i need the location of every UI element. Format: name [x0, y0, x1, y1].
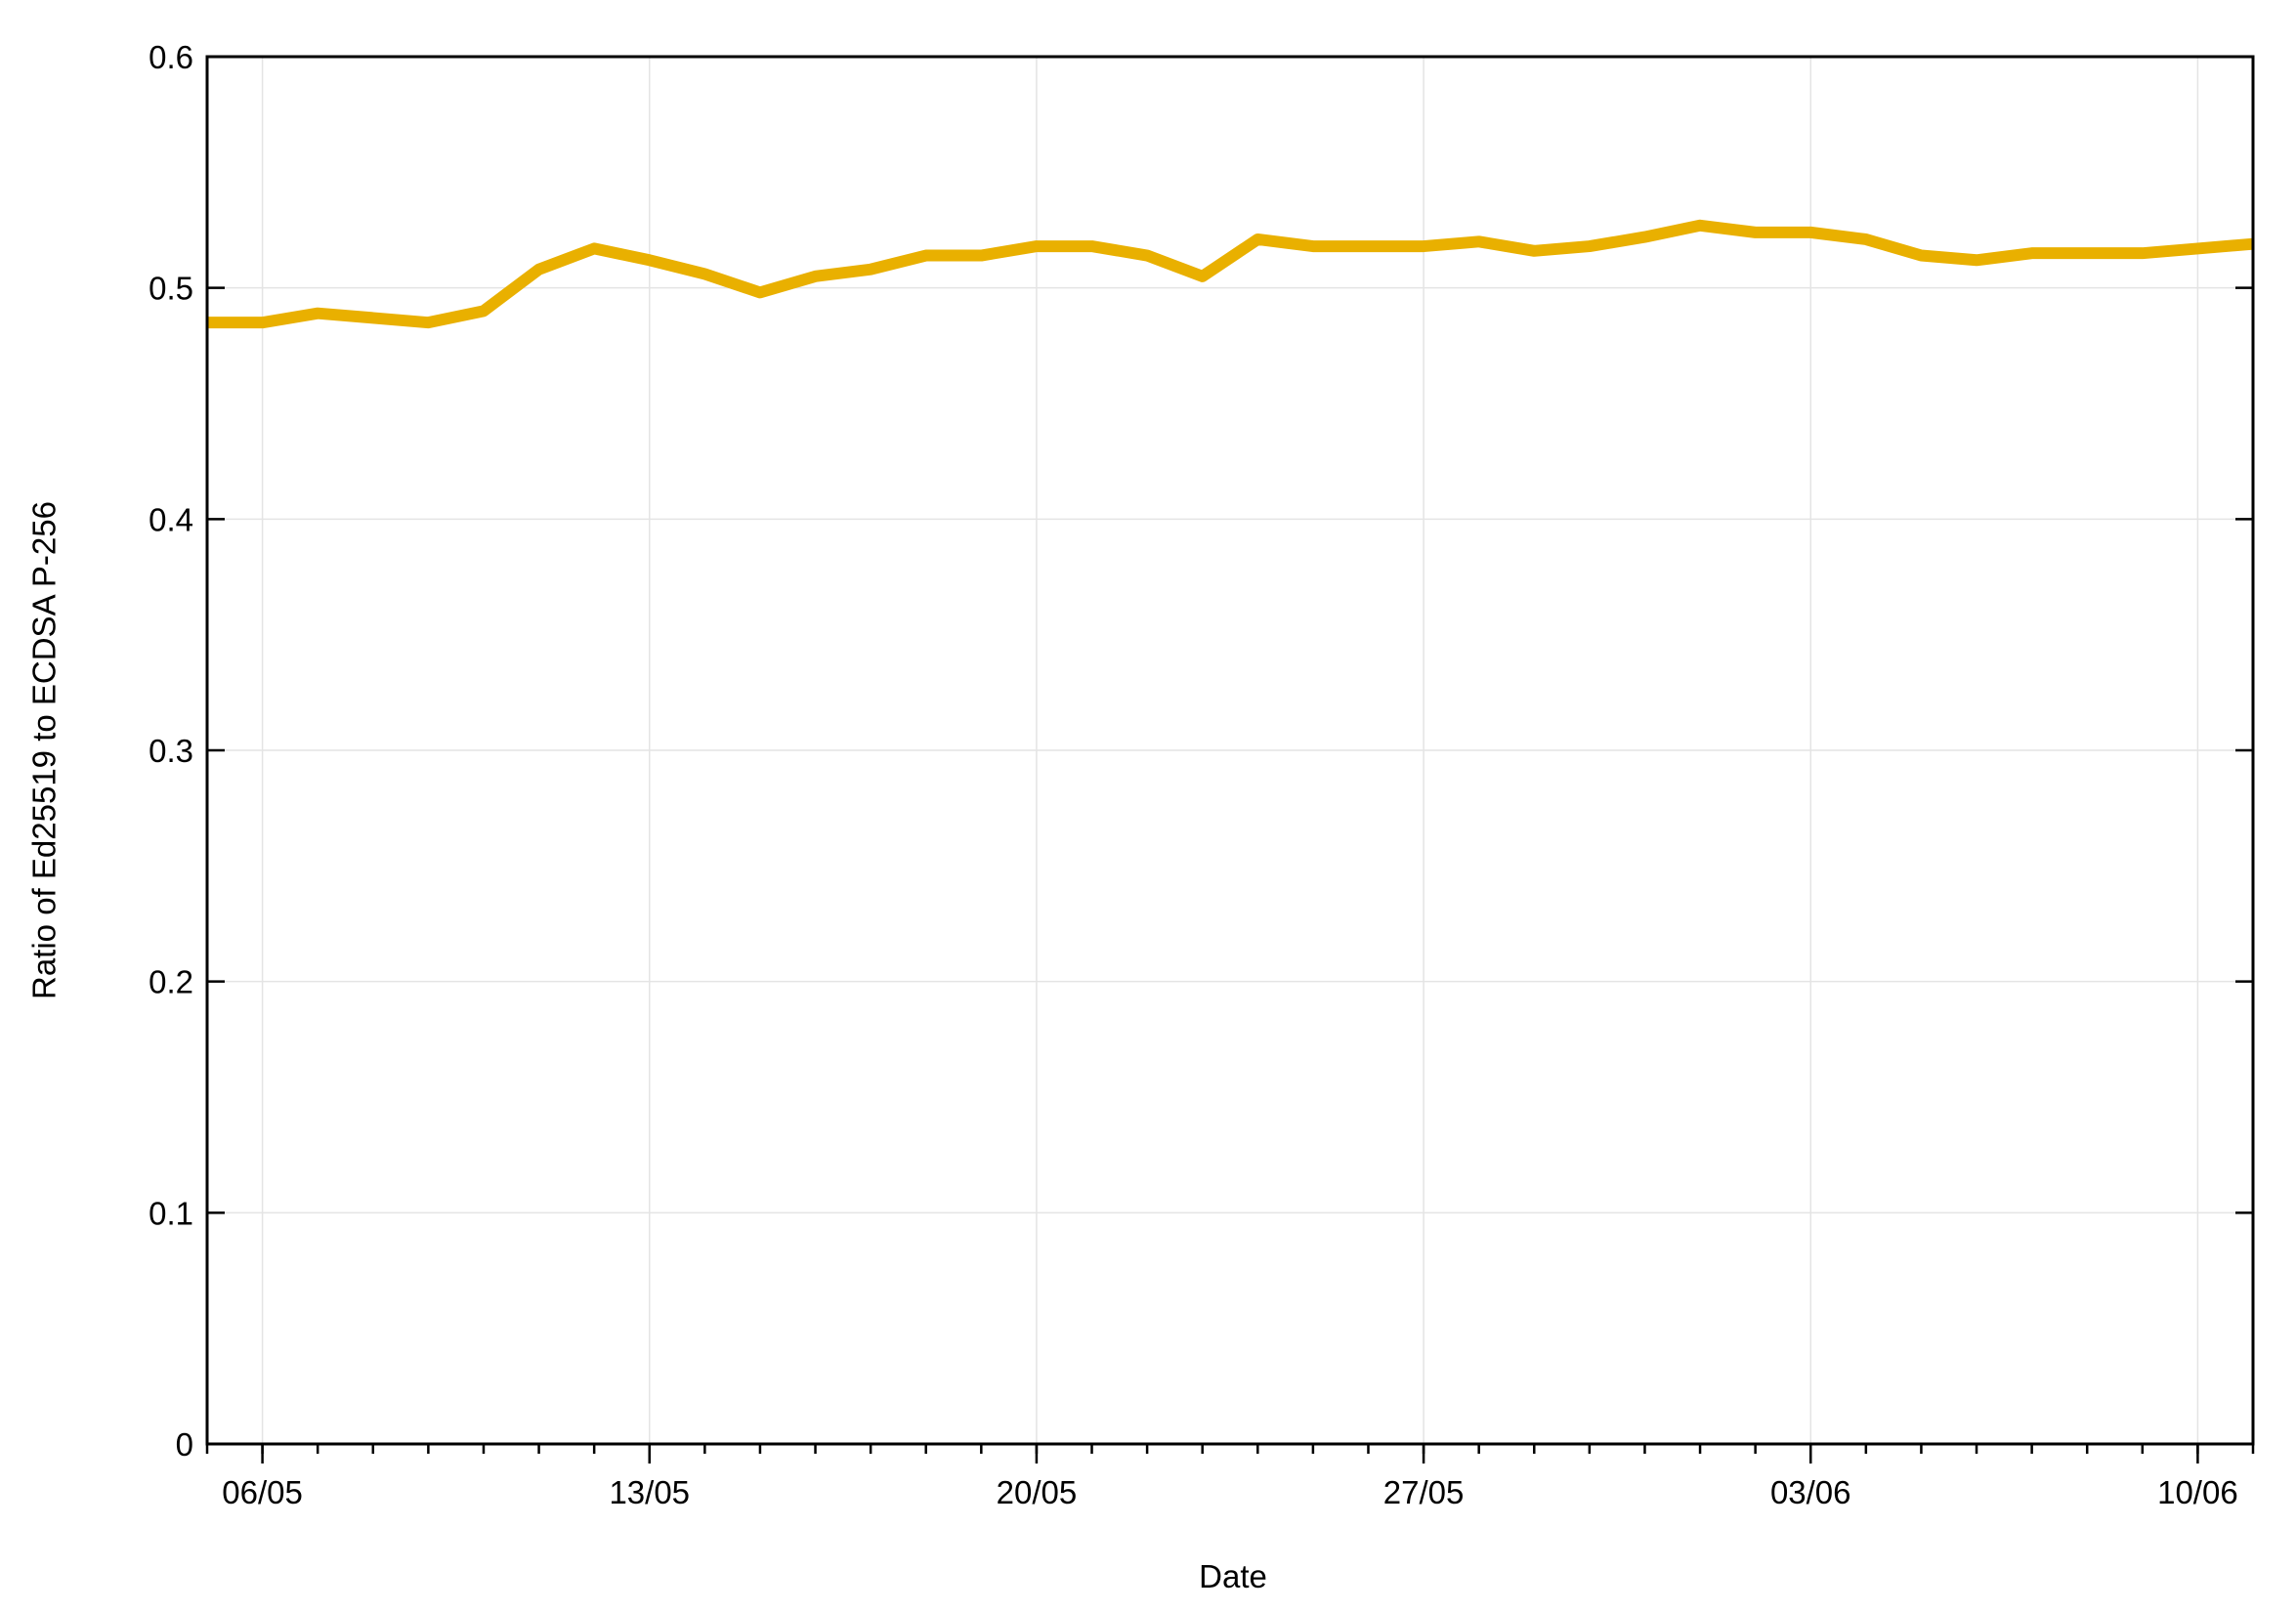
x-tick-label: 20/05: [997, 1474, 1078, 1510]
x-tick-label: 27/05: [1383, 1474, 1465, 1510]
y-tick-label: 0.4: [149, 501, 193, 537]
y-tick-label: 0.6: [149, 39, 193, 75]
y-tick-label: 0: [176, 1426, 193, 1463]
x-axis-label: Date: [1199, 1558, 1267, 1594]
x-tick-label: 06/05: [222, 1474, 303, 1510]
plot-frame: [205, 55, 2255, 1446]
x-tick-label: 13/05: [609, 1474, 690, 1510]
y-tick-label: 0.2: [149, 964, 193, 1000]
y-tick-label: 0.1: [149, 1195, 193, 1231]
x-tick-label: 03/06: [1770, 1474, 1851, 1510]
y-tick-label: 0.5: [149, 271, 193, 307]
y-tick-label: 0.3: [149, 733, 193, 769]
x-tick-label: 10/06: [2157, 1474, 2238, 1510]
data-line: [207, 219, 2254, 329]
y-axis-label: Ratio of Ed25519 to ECDSA P-256: [26, 501, 63, 999]
